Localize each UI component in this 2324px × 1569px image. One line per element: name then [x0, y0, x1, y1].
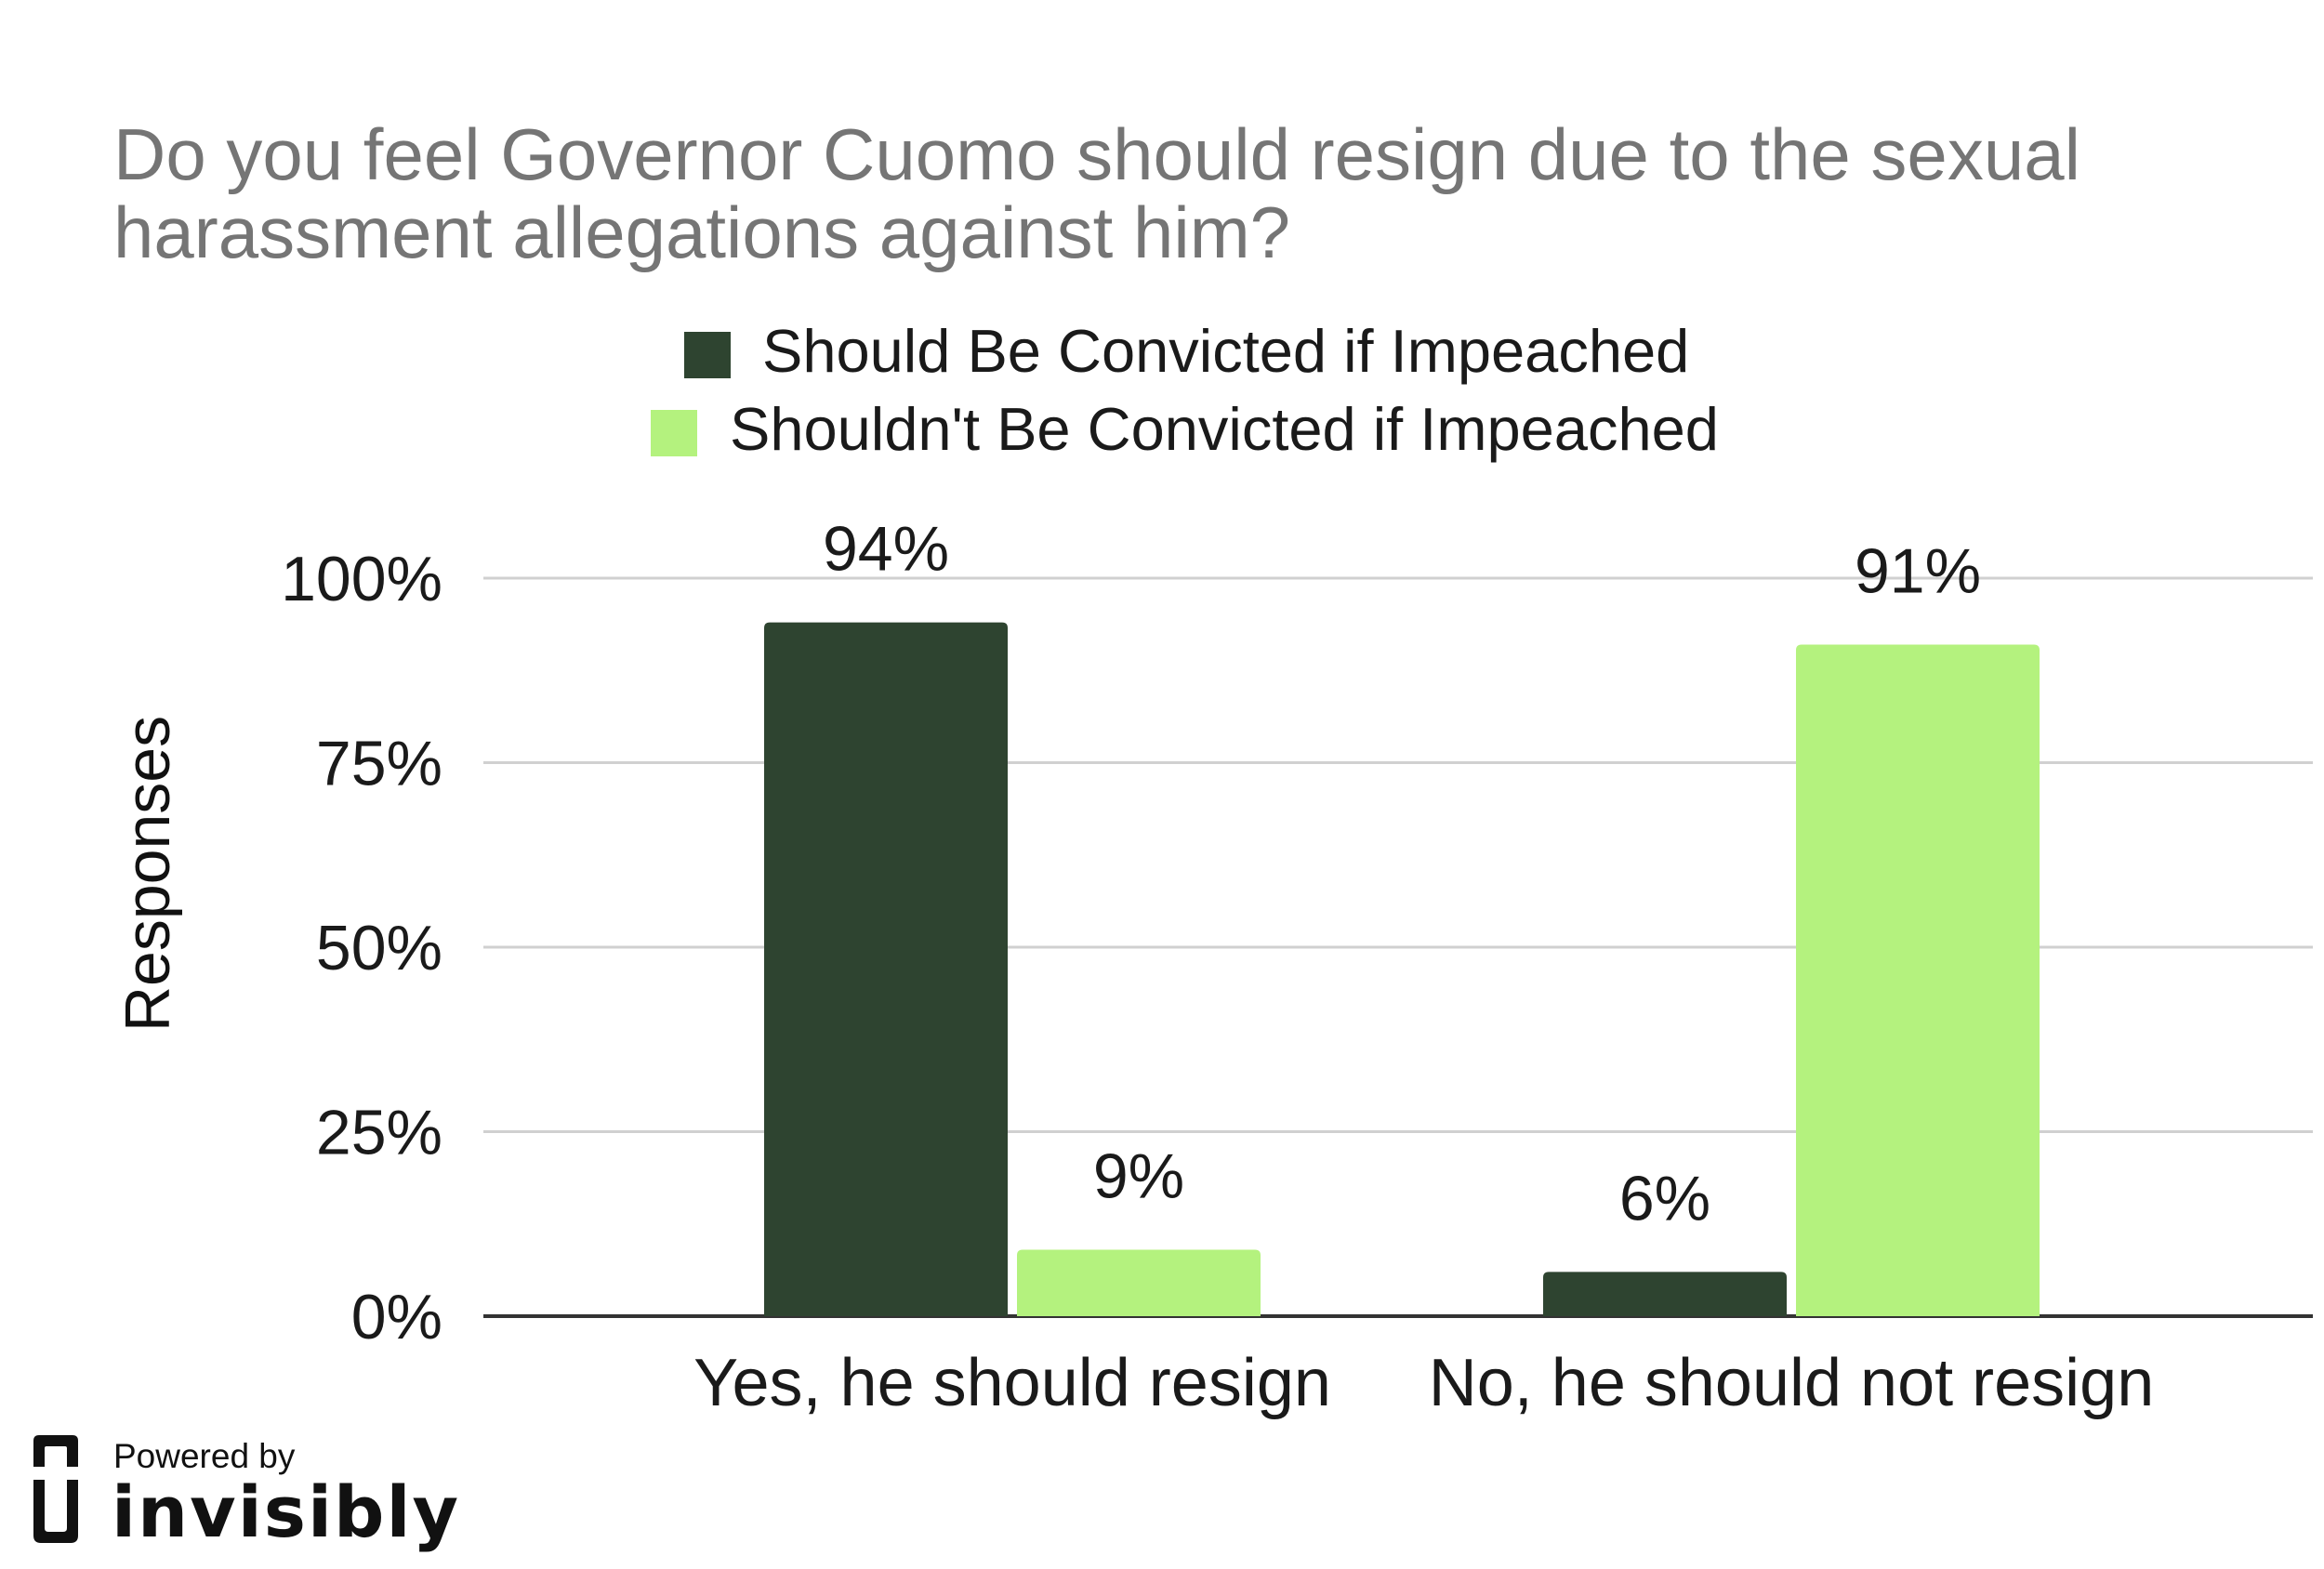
y-axis-ticks: 0% 25% 50% 75% 100% — [281, 544, 442, 1352]
powered-by-text: Powered by — [113, 1437, 296, 1475]
invisibly-logo-icon — [33, 1435, 78, 1543]
bar-1-2 — [1017, 1249, 1261, 1316]
data-labels: 94% 9% 6% 91% — [823, 514, 1981, 1234]
y-tick-label-25: 25% — [316, 1098, 442, 1168]
x-axis-categories: Yes, he should resign No, he should not r… — [693, 1346, 2154, 1420]
legend-label-2: Shouldn't Be Convicted if Impeached — [730, 395, 1719, 463]
y-tick-label-75: 75% — [316, 729, 442, 799]
data-label-1-2: 9% — [1093, 1141, 1184, 1212]
chart-title: Do you feel Governor Cuomo should resign… — [113, 113, 2080, 273]
y-tick-label-50: 50% — [316, 913, 442, 983]
bar-2-2 — [1796, 644, 2040, 1316]
bar-2-1 — [1543, 1272, 1787, 1316]
chart-legend: Should Be Convicted if Impeached Shouldn'… — [651, 317, 1719, 463]
powered-by-badge: Powered by invisibly — [30, 1431, 458, 1553]
y-tick-label-100: 100% — [281, 544, 442, 614]
bars — [764, 622, 2040, 1316]
legend-label-1: Should Be Convicted if Impeached — [762, 317, 1689, 385]
data-label-2-1: 6% — [1619, 1163, 1710, 1233]
y-axis-title: Responses — [112, 716, 183, 1032]
legend-swatch-1 — [684, 332, 731, 378]
data-label-2-2: 91% — [1855, 535, 1981, 606]
x-category-label-2: No, he should not resign — [1429, 1346, 2155, 1420]
y-tick-label-0: 0% — [351, 1282, 442, 1352]
chart-title-line-1: Do you feel Governor Cuomo should resign… — [113, 113, 2080, 195]
legend-swatch-2 — [651, 410, 697, 456]
data-label-1-1: 94% — [823, 514, 949, 585]
brand-name: invisibly — [112, 1470, 461, 1553]
x-category-label-1: Yes, he should resign — [693, 1346, 1331, 1420]
chart-title-line-2: harassment allegations against him? — [113, 191, 1290, 273]
bar-1-1 — [764, 622, 1008, 1316]
